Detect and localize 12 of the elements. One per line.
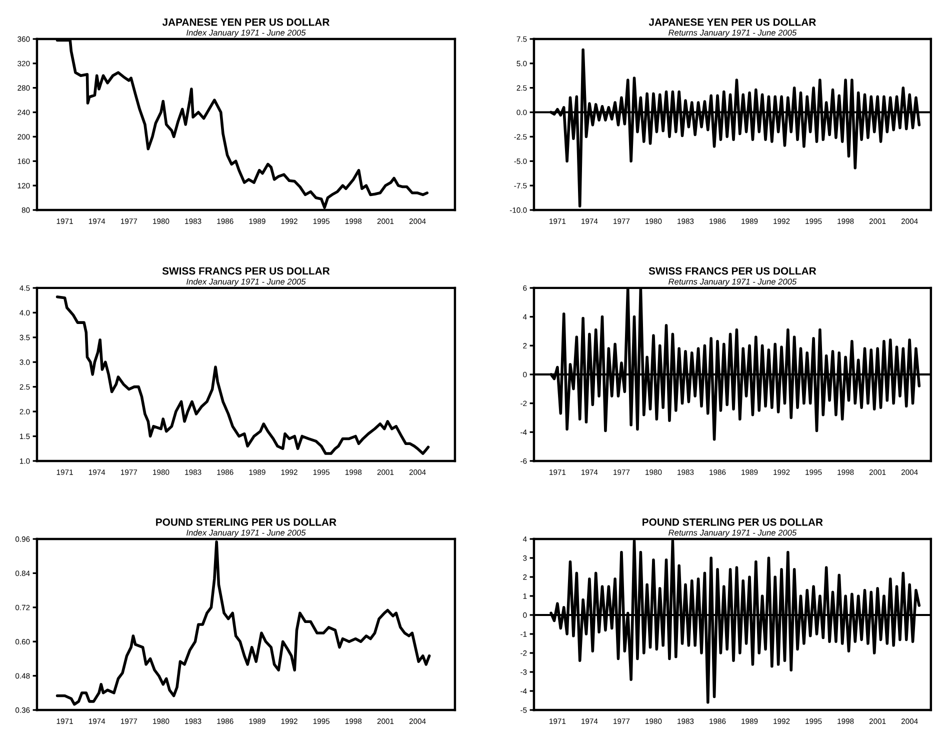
chart-title: SWISS FRANCS PER US DOLLAR: [162, 267, 330, 275]
chart-subtitle: Index January 1971 - June 2005: [186, 278, 306, 286]
chart-subtitle: Returns January 1971 - June 2005: [668, 30, 797, 38]
chart-subtitle: Returns January 1971 - June 2005: [668, 278, 797, 286]
chart-title: JAPANESE YEN PER US DOLLAR: [648, 18, 816, 26]
chart-subtitle: Returns January 1971 - June 2005: [668, 530, 797, 538]
chart-subtitle: Index January 1971 - June 2005: [186, 29, 306, 38]
chart-title: JAPANESE YEN PER US DOLLAR: [162, 18, 330, 26]
chart-subtitle: Index January 1971 - June 2005: [186, 530, 306, 538]
chart-title: SWISS FRANCS PER US DOLLAR: [648, 267, 816, 275]
chart-title: POUND STERLING PER US DOLLAR: [156, 518, 336, 526]
chart-title: POUND STERLING PER US DOLLAR: [642, 518, 823, 526]
